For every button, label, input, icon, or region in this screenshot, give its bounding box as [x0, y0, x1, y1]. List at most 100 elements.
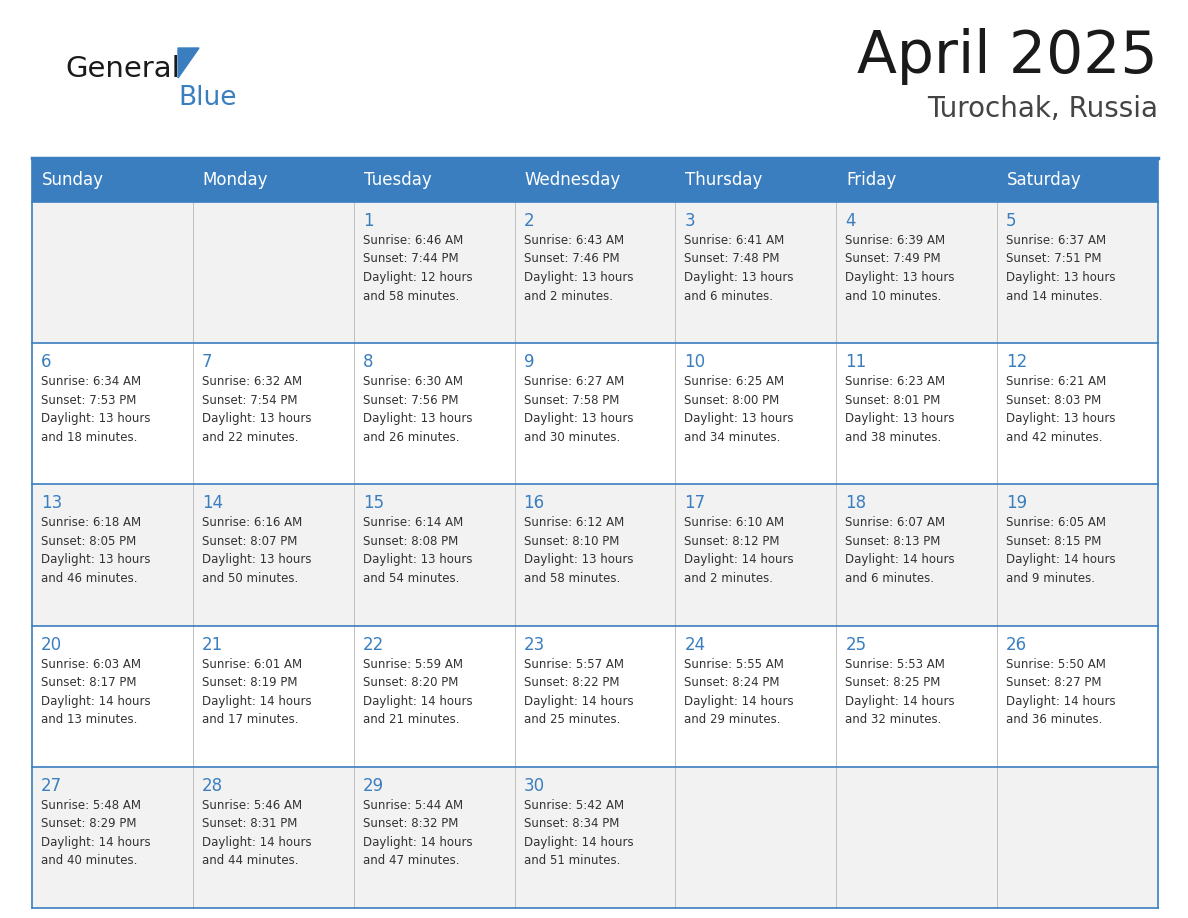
- Text: Sunrise: 6:37 AM
Sunset: 7:51 PM
Daylight: 13 hours
and 14 minutes.: Sunrise: 6:37 AM Sunset: 7:51 PM Dayligh…: [1006, 234, 1116, 303]
- Text: Sunrise: 5:48 AM
Sunset: 8:29 PM
Daylight: 14 hours
and 40 minutes.: Sunrise: 5:48 AM Sunset: 8:29 PM Dayligh…: [42, 799, 151, 868]
- Text: Sunrise: 6:32 AM
Sunset: 7:54 PM
Daylight: 13 hours
and 22 minutes.: Sunrise: 6:32 AM Sunset: 7:54 PM Dayligh…: [202, 375, 311, 443]
- Text: 30: 30: [524, 777, 544, 795]
- Bar: [836, 158, 997, 202]
- Text: 22: 22: [362, 635, 384, 654]
- Bar: [32, 767, 192, 908]
- Bar: [32, 485, 192, 625]
- Text: Sunrise: 6:34 AM
Sunset: 7:53 PM
Daylight: 13 hours
and 18 minutes.: Sunrise: 6:34 AM Sunset: 7:53 PM Dayligh…: [42, 375, 151, 443]
- Bar: [514, 202, 676, 343]
- Bar: [354, 767, 514, 908]
- Bar: [676, 767, 836, 908]
- Text: Wednesday: Wednesday: [525, 171, 621, 189]
- Text: 9: 9: [524, 353, 535, 371]
- Text: 25: 25: [846, 635, 866, 654]
- Text: 13: 13: [42, 495, 62, 512]
- Text: April 2025: April 2025: [858, 28, 1158, 85]
- Text: 19: 19: [1006, 495, 1028, 512]
- Text: General: General: [65, 55, 179, 83]
- Text: Sunrise: 6:39 AM
Sunset: 7:49 PM
Daylight: 13 hours
and 10 minutes.: Sunrise: 6:39 AM Sunset: 7:49 PM Dayligh…: [846, 234, 955, 303]
- Text: Sunrise: 5:44 AM
Sunset: 8:32 PM
Daylight: 14 hours
and 47 minutes.: Sunrise: 5:44 AM Sunset: 8:32 PM Dayligh…: [362, 799, 473, 868]
- Bar: [32, 625, 192, 767]
- Text: Sunrise: 6:14 AM
Sunset: 8:08 PM
Daylight: 13 hours
and 54 minutes.: Sunrise: 6:14 AM Sunset: 8:08 PM Dayligh…: [362, 517, 472, 585]
- Bar: [514, 625, 676, 767]
- Text: Thursday: Thursday: [685, 171, 763, 189]
- Bar: [32, 202, 192, 343]
- Bar: [354, 625, 514, 767]
- Bar: [997, 343, 1158, 485]
- Text: 6: 6: [42, 353, 51, 371]
- Bar: [676, 343, 836, 485]
- Bar: [192, 485, 354, 625]
- Text: 1: 1: [362, 212, 373, 230]
- Text: Monday: Monday: [203, 171, 268, 189]
- Text: Sunrise: 6:21 AM
Sunset: 8:03 PM
Daylight: 13 hours
and 42 minutes.: Sunrise: 6:21 AM Sunset: 8:03 PM Dayligh…: [1006, 375, 1116, 443]
- Text: 15: 15: [362, 495, 384, 512]
- Bar: [676, 202, 836, 343]
- Text: 20: 20: [42, 635, 62, 654]
- Text: 16: 16: [524, 495, 544, 512]
- Bar: [192, 202, 354, 343]
- Bar: [192, 625, 354, 767]
- Bar: [676, 485, 836, 625]
- Text: 10: 10: [684, 353, 706, 371]
- Bar: [836, 343, 997, 485]
- Bar: [997, 202, 1158, 343]
- Text: 21: 21: [202, 635, 223, 654]
- Bar: [997, 767, 1158, 908]
- Bar: [354, 343, 514, 485]
- Text: Sunrise: 6:16 AM
Sunset: 8:07 PM
Daylight: 13 hours
and 50 minutes.: Sunrise: 6:16 AM Sunset: 8:07 PM Dayligh…: [202, 517, 311, 585]
- Text: 4: 4: [846, 212, 855, 230]
- Text: Sunrise: 6:25 AM
Sunset: 8:00 PM
Daylight: 13 hours
and 34 minutes.: Sunrise: 6:25 AM Sunset: 8:00 PM Dayligh…: [684, 375, 794, 443]
- Bar: [836, 767, 997, 908]
- Bar: [997, 485, 1158, 625]
- Bar: [192, 158, 354, 202]
- Bar: [192, 767, 354, 908]
- Text: Blue: Blue: [178, 85, 236, 111]
- Text: 27: 27: [42, 777, 62, 795]
- Text: Tuesday: Tuesday: [364, 171, 431, 189]
- Text: Sunrise: 6:27 AM
Sunset: 7:58 PM
Daylight: 13 hours
and 30 minutes.: Sunrise: 6:27 AM Sunset: 7:58 PM Dayligh…: [524, 375, 633, 443]
- Text: Sunrise: 5:59 AM
Sunset: 8:20 PM
Daylight: 14 hours
and 21 minutes.: Sunrise: 5:59 AM Sunset: 8:20 PM Dayligh…: [362, 657, 473, 726]
- Bar: [836, 625, 997, 767]
- Text: 14: 14: [202, 495, 223, 512]
- Bar: [997, 625, 1158, 767]
- Text: Sunrise: 6:01 AM
Sunset: 8:19 PM
Daylight: 14 hours
and 17 minutes.: Sunrise: 6:01 AM Sunset: 8:19 PM Dayligh…: [202, 657, 311, 726]
- Text: Sunrise: 6:46 AM
Sunset: 7:44 PM
Daylight: 12 hours
and 58 minutes.: Sunrise: 6:46 AM Sunset: 7:44 PM Dayligh…: [362, 234, 473, 303]
- Text: 8: 8: [362, 353, 373, 371]
- Text: Friday: Friday: [846, 171, 897, 189]
- Text: 12: 12: [1006, 353, 1028, 371]
- Text: Sunrise: 6:12 AM
Sunset: 8:10 PM
Daylight: 13 hours
and 58 minutes.: Sunrise: 6:12 AM Sunset: 8:10 PM Dayligh…: [524, 517, 633, 585]
- Text: Sunrise: 6:23 AM
Sunset: 8:01 PM
Daylight: 13 hours
and 38 minutes.: Sunrise: 6:23 AM Sunset: 8:01 PM Dayligh…: [846, 375, 955, 443]
- Text: Saturday: Saturday: [1007, 171, 1082, 189]
- Text: Sunrise: 5:46 AM
Sunset: 8:31 PM
Daylight: 14 hours
and 44 minutes.: Sunrise: 5:46 AM Sunset: 8:31 PM Dayligh…: [202, 799, 311, 868]
- Bar: [514, 767, 676, 908]
- Bar: [192, 343, 354, 485]
- Text: 2: 2: [524, 212, 535, 230]
- Text: Turochak, Russia: Turochak, Russia: [927, 95, 1158, 123]
- Text: Sunday: Sunday: [42, 171, 105, 189]
- Bar: [514, 158, 676, 202]
- Text: 7: 7: [202, 353, 213, 371]
- Text: Sunrise: 5:55 AM
Sunset: 8:24 PM
Daylight: 14 hours
and 29 minutes.: Sunrise: 5:55 AM Sunset: 8:24 PM Dayligh…: [684, 657, 794, 726]
- Bar: [514, 485, 676, 625]
- Text: Sunrise: 5:57 AM
Sunset: 8:22 PM
Daylight: 14 hours
and 25 minutes.: Sunrise: 5:57 AM Sunset: 8:22 PM Dayligh…: [524, 657, 633, 726]
- Bar: [32, 343, 192, 485]
- Text: Sunrise: 6:18 AM
Sunset: 8:05 PM
Daylight: 13 hours
and 46 minutes.: Sunrise: 6:18 AM Sunset: 8:05 PM Dayligh…: [42, 517, 151, 585]
- Bar: [836, 485, 997, 625]
- Text: 17: 17: [684, 495, 706, 512]
- Text: 24: 24: [684, 635, 706, 654]
- Text: Sunrise: 5:50 AM
Sunset: 8:27 PM
Daylight: 14 hours
and 36 minutes.: Sunrise: 5:50 AM Sunset: 8:27 PM Dayligh…: [1006, 657, 1116, 726]
- Text: 26: 26: [1006, 635, 1028, 654]
- Text: 11: 11: [846, 353, 866, 371]
- Bar: [676, 158, 836, 202]
- Text: Sunrise: 6:03 AM
Sunset: 8:17 PM
Daylight: 14 hours
and 13 minutes.: Sunrise: 6:03 AM Sunset: 8:17 PM Dayligh…: [42, 657, 151, 726]
- Text: Sunrise: 6:41 AM
Sunset: 7:48 PM
Daylight: 13 hours
and 6 minutes.: Sunrise: 6:41 AM Sunset: 7:48 PM Dayligh…: [684, 234, 794, 303]
- Bar: [32, 158, 192, 202]
- Text: 18: 18: [846, 495, 866, 512]
- Text: Sunrise: 6:07 AM
Sunset: 8:13 PM
Daylight: 14 hours
and 6 minutes.: Sunrise: 6:07 AM Sunset: 8:13 PM Dayligh…: [846, 517, 955, 585]
- Bar: [997, 158, 1158, 202]
- Text: 5: 5: [1006, 212, 1017, 230]
- Text: 23: 23: [524, 635, 545, 654]
- Bar: [354, 158, 514, 202]
- Bar: [354, 485, 514, 625]
